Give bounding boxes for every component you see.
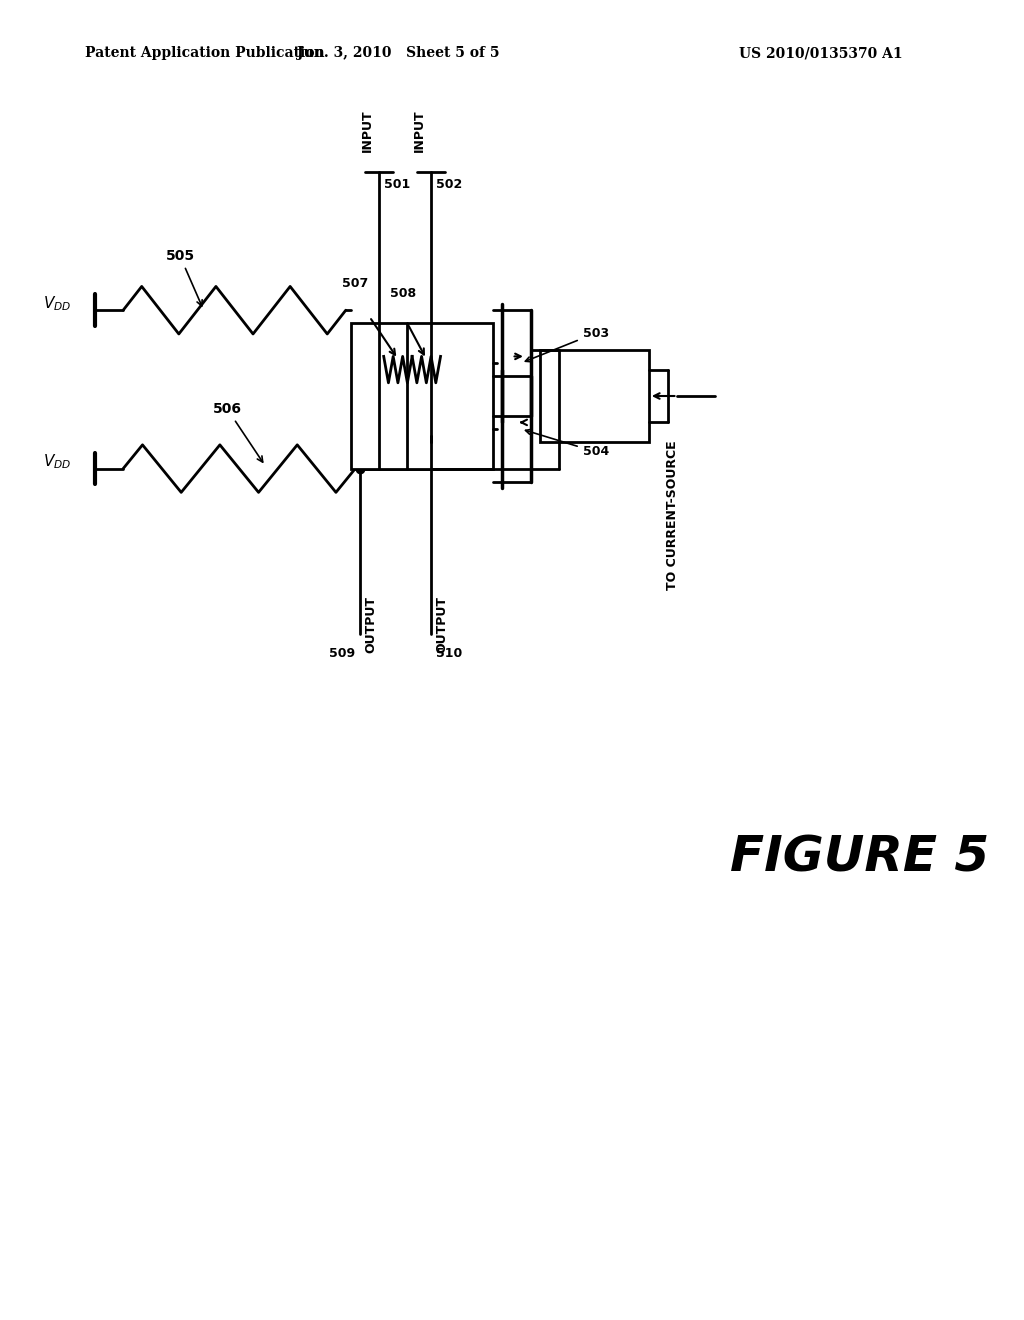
Text: $V_{DD}$: $V_{DD}$ xyxy=(43,453,71,471)
Text: 508: 508 xyxy=(389,286,416,300)
Text: 505: 505 xyxy=(166,249,202,306)
Text: OUTPUT: OUTPUT xyxy=(365,597,378,653)
Text: 506: 506 xyxy=(213,403,263,462)
Text: OUTPUT: OUTPUT xyxy=(436,597,449,653)
Text: 502: 502 xyxy=(436,178,462,191)
Text: TO CURRENT-SOURCE: TO CURRENT-SOURCE xyxy=(667,440,679,590)
Text: INPUT: INPUT xyxy=(361,110,374,152)
Text: $V_{DD}$: $V_{DD}$ xyxy=(43,294,71,313)
Text: INPUT: INPUT xyxy=(414,110,426,152)
Text: 507: 507 xyxy=(342,277,369,290)
Text: FIGURE 5: FIGURE 5 xyxy=(729,834,988,882)
Text: 509: 509 xyxy=(329,647,355,660)
Text: 510: 510 xyxy=(436,647,462,660)
Text: Jun. 3, 2010   Sheet 5 of 5: Jun. 3, 2010 Sheet 5 of 5 xyxy=(297,46,499,61)
Bar xyxy=(350,323,493,469)
Text: 501: 501 xyxy=(384,178,410,191)
Text: US 2010/0135370 A1: US 2010/0135370 A1 xyxy=(739,46,902,61)
Text: Patent Application Publication: Patent Application Publication xyxy=(85,46,325,61)
Text: 503: 503 xyxy=(525,326,609,362)
Bar xyxy=(540,350,649,442)
Text: 504: 504 xyxy=(525,429,609,458)
